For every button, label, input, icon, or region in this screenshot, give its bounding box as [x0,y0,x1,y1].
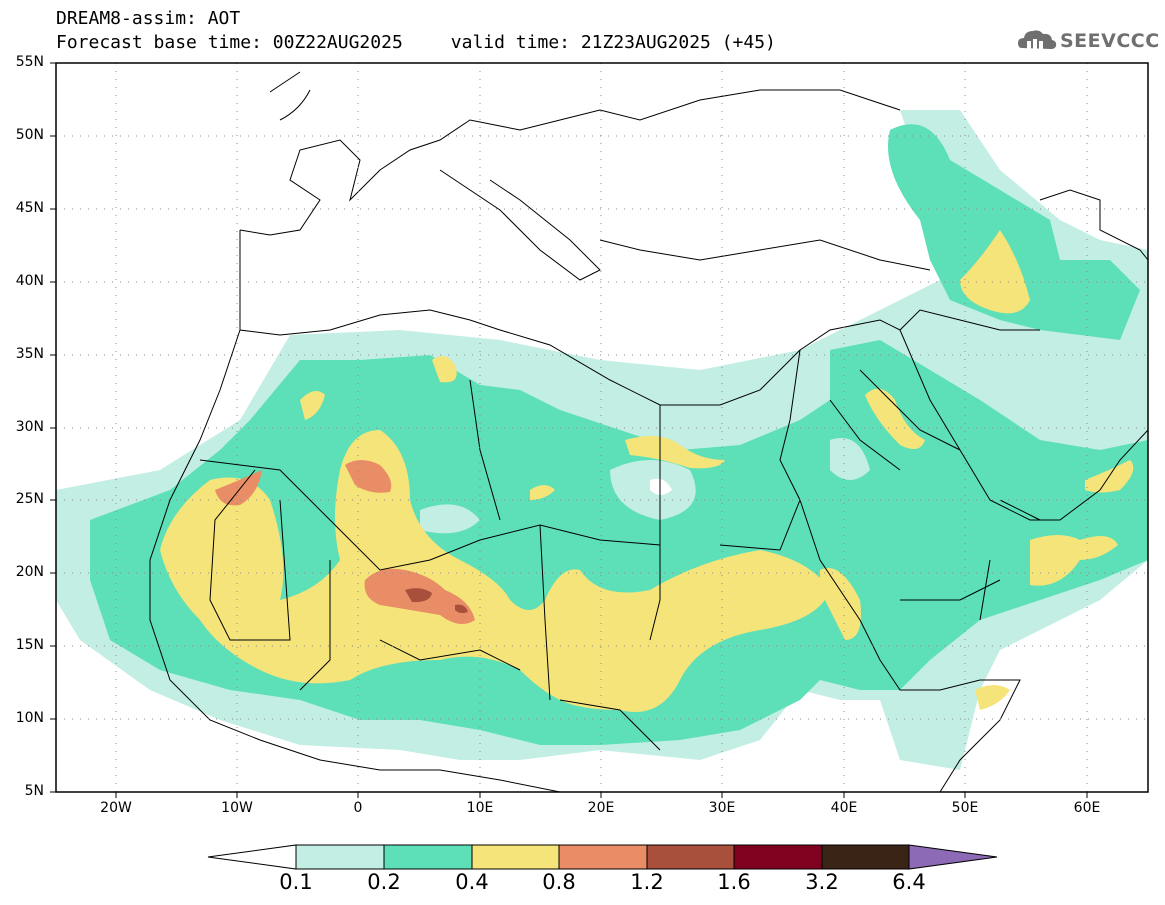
lat-label: 35N [15,346,44,362]
colorbar-bin-4 [558,844,648,870]
colorbar-bin-6 [733,844,823,870]
lat-label: 5N [24,783,44,799]
lon-label: 50E [951,800,979,816]
colorbar-label: 6.4 [892,870,926,894]
colorbar-label: 3.2 [805,870,839,894]
tick-marks [50,62,1088,798]
map-title: DREAM8-assim: AOT [56,8,241,29]
colorbar-label: 0.1 [279,870,313,894]
lat-label: 30N [15,419,44,435]
colorbar-label: 1.6 [717,870,751,894]
colorbar-over-arrow [908,844,998,870]
colorbar-label: 0.8 [542,870,576,894]
aot-band-1-2 [405,588,432,603]
colorbar-bin-1 [295,844,385,870]
colorbar [207,844,998,870]
aot-band-0-4 [160,430,830,712]
colorbar-label: 0.2 [367,870,401,894]
lat-label: 50N [15,127,44,143]
lat-label: 10N [15,710,44,726]
colorbar-bin-3 [471,844,560,870]
lon-label: 10W [221,800,253,816]
lon-label: 30E [708,800,736,816]
colorbar-bin-7 [821,844,910,870]
colorbar-label: 0.4 [455,870,489,894]
cloud-logo-icon [1018,30,1057,51]
lat-label: 25N [15,491,44,507]
lon-label: 60E [1073,800,1101,816]
valid-time: valid time: 21Z23AUG2025 (+45) [450,32,776,53]
lat-label: 45N [15,200,44,216]
logo-text: SEEVCCC [1060,30,1160,52]
lon-label: 20W [100,800,132,816]
lat-label: 20N [15,564,44,580]
aot-band-0-8 [345,460,392,493]
colorbar-bin-2 [383,844,473,870]
aot-field [56,110,1148,770]
lat-label: 55N [15,54,44,70]
colorbar-bin-5 [646,844,735,870]
country-borders [149,71,1148,792]
lon-label: 40E [830,800,858,816]
lon-label: 10E [466,800,494,816]
lon-label: 20E [587,800,615,816]
lat-label: 40N [15,273,44,289]
colorbar-label: 1.2 [630,870,664,894]
lat-label: 15N [15,637,44,653]
time-info: Forecast base time: 00Z22AUG2025 valid ti… [56,33,776,53]
lon-label: 0 [353,800,363,816]
colorbar-under-arrow [207,844,297,870]
forecast-base-time: Forecast base time: 00Z22AUG2025 [56,32,403,53]
